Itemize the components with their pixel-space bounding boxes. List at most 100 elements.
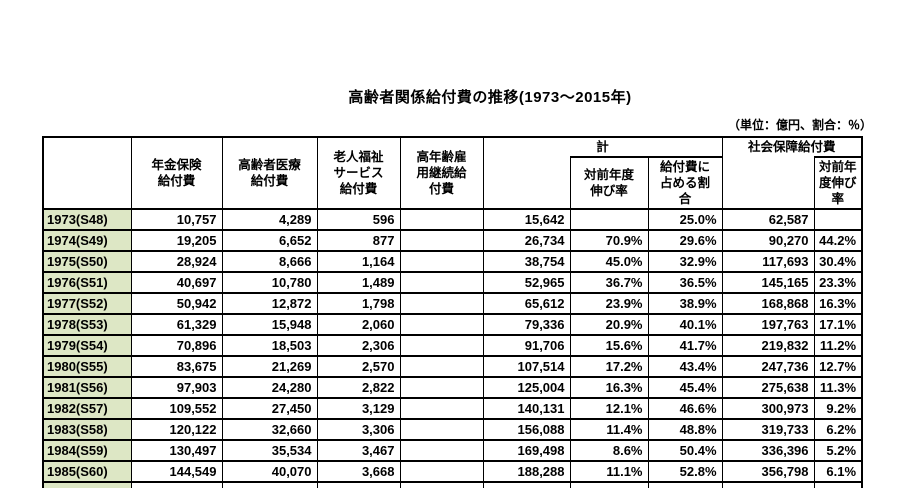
cell-total_share: 41.7% xyxy=(647,334,723,357)
cell-total: 188,288 xyxy=(482,460,571,483)
cell-total_yoy: 17.2% xyxy=(569,355,649,378)
cell-total_share: 48.8% xyxy=(647,418,723,441)
cell-pension: 40,697 xyxy=(130,271,223,294)
cell-total: 140,131 xyxy=(482,397,571,420)
table-row: 1974(S49) 19,205 6,652 877 26,734 70.9% 29.6% 9… xyxy=(42,229,863,252)
cell-total_share: 38.9% xyxy=(647,292,723,315)
cell-year: 1974(S49) xyxy=(42,229,132,252)
header-total-value xyxy=(482,157,571,210)
cell-year: 1978(S53) xyxy=(42,313,132,336)
cell-social: 145,165 xyxy=(721,271,815,294)
cell-year xyxy=(42,481,132,488)
cell-social_yoy: 44.2% xyxy=(813,229,863,252)
header-social-yoy: 対前年 度伸び 率 xyxy=(813,156,863,210)
cell-year: 1983(S58) xyxy=(42,418,132,441)
cell-social_yoy: 23.3% xyxy=(813,271,863,294)
cell-welfare: 3,467 xyxy=(316,439,401,462)
cell-total: 26,734 xyxy=(482,229,571,252)
cell-social: 117,693 xyxy=(721,250,815,273)
cell-pension: 144,549 xyxy=(130,460,223,483)
cell-social: 247,736 xyxy=(721,355,815,378)
cell-medical: 8,666 xyxy=(221,250,318,273)
cell-pension: 97,903 xyxy=(130,376,223,399)
cell-social: 219,832 xyxy=(721,334,815,357)
cell-pension: 83,675 xyxy=(130,355,223,378)
cell-social: 62,587 xyxy=(721,208,815,231)
table-row: 1985(S60) 144,549 40,070 3,668 188,288 11.1% 5… xyxy=(42,460,863,483)
table-row: 1978(S53) 61,329 15,948 2,060 79,336 20.9% 40.… xyxy=(42,313,863,336)
cell-total_share: 43.4% xyxy=(647,355,723,378)
cell-medical: 32,660 xyxy=(221,418,318,441)
cell-total: 38,754 xyxy=(482,250,571,273)
cell-year: 1973(S48) xyxy=(42,208,132,231)
cell-social: 319,733 xyxy=(721,418,815,441)
cell-social xyxy=(721,481,815,488)
cell-employment xyxy=(399,355,484,378)
cell-pension: 50,942 xyxy=(130,292,223,315)
cell-total: 91,706 xyxy=(482,334,571,357)
cell-total_share: 36.5% xyxy=(647,271,723,294)
header-year xyxy=(42,136,132,210)
cell-welfare: 877 xyxy=(316,229,401,252)
cell-social: 336,396 xyxy=(721,439,815,462)
cell-total_yoy: 36.7% xyxy=(569,271,649,294)
cell-year: 1982(S57) xyxy=(42,397,132,420)
cell-employment xyxy=(399,208,484,231)
cell-social_yoy xyxy=(813,208,863,231)
table-body: 1973(S48) 10,757 4,289 596 15,642 25.0% 62,587… xyxy=(42,208,863,488)
table-row: 1980(S55) 83,675 21,269 2,570 107,514 17.2% 43… xyxy=(42,355,863,378)
cell-total_share: 40.1% xyxy=(647,313,723,336)
benefits-table-container: 年金保険 給付費 高齢者医療 給付費 老人福祉 サービス 給付費 高年齢雇 用継… xyxy=(42,136,864,488)
cell-total_yoy: 12.1% xyxy=(569,397,649,420)
cell-social_yoy: 9.2% xyxy=(813,397,863,420)
table-header: 年金保険 給付費 高齢者医療 給付費 老人福祉 サービス 給付費 高年齢雇 用継… xyxy=(42,136,863,210)
cell-total_yoy: 70.9% xyxy=(569,229,649,252)
cell-social_yoy: 12.7% xyxy=(813,355,863,378)
cell-total_yoy: 8.6% xyxy=(569,439,649,462)
page-title: 高齢者関係給付費の推移(1973～2015年) xyxy=(348,89,632,106)
cell-pension: 70,896 xyxy=(130,334,223,357)
header-total-share: 給付費に 占める割 合 xyxy=(647,156,723,210)
cell-welfare: 2,306 xyxy=(316,334,401,357)
cell-year: 1979(S54) xyxy=(42,334,132,357)
cell-year: 1985(S60) xyxy=(42,460,132,483)
header-total-yoy: 対前年度 伸び率 xyxy=(569,156,649,210)
cell-employment xyxy=(399,271,484,294)
cell-total: 65,612 xyxy=(482,292,571,315)
cell-employment xyxy=(399,334,484,357)
cell-year: 1980(S55) xyxy=(42,355,132,378)
cell-welfare xyxy=(316,481,401,488)
cell-employment xyxy=(399,460,484,483)
cell-employment xyxy=(399,439,484,462)
cell-medical: 35,534 xyxy=(221,439,318,462)
cell-total_share: 46.6% xyxy=(647,397,723,420)
cell-social_yoy: 6.1% xyxy=(813,460,863,483)
cell-medical: 10,780 xyxy=(221,271,318,294)
cell-total_yoy xyxy=(569,208,649,231)
cell-pension xyxy=(130,481,223,488)
header-pension: 年金保険 給付費 xyxy=(130,136,223,210)
cell-medical: 6,652 xyxy=(221,229,318,252)
cell-social_yoy: 16.3% xyxy=(813,292,863,315)
cell-pension: 120,122 xyxy=(130,418,223,441)
cell-pension: 130,497 xyxy=(130,439,223,462)
cell-total_yoy: 45.0% xyxy=(569,250,649,273)
cell-social_yoy: 11.2% xyxy=(813,334,863,357)
cell-total_share: 32.9% xyxy=(647,250,723,273)
table-row: 1982(S57) 109,552 27,450 3,129 140,131 12.1% 4… xyxy=(42,397,863,420)
cell-welfare: 3,129 xyxy=(316,397,401,420)
cell-pension: 10,757 xyxy=(130,208,223,231)
cell-social_yoy: 17.1% xyxy=(813,313,863,336)
cell-total_share: 50.4% xyxy=(647,439,723,462)
header-welfare: 老人福祉 サービス 給付費 xyxy=(316,136,401,210)
header-row-groups: 年金保険 給付費 高齢者医療 給付費 老人福祉 サービス 給付費 高年齢雇 用継… xyxy=(42,136,863,210)
cell-total xyxy=(482,481,571,488)
cell-social_yoy xyxy=(813,481,863,488)
cell-welfare: 3,668 xyxy=(316,460,401,483)
cell-employment xyxy=(399,376,484,399)
cell-total_share: 52.8% xyxy=(647,460,723,483)
table-row: 1984(S59) 130,497 35,534 3,467 169,498 8.6% 50… xyxy=(42,439,863,462)
cell-social_yoy: 30.4% xyxy=(813,250,863,273)
table-row-partial xyxy=(42,481,863,488)
table-row: 1976(S51) 40,697 10,780 1,489 52,965 36.7% 36.… xyxy=(42,271,863,294)
